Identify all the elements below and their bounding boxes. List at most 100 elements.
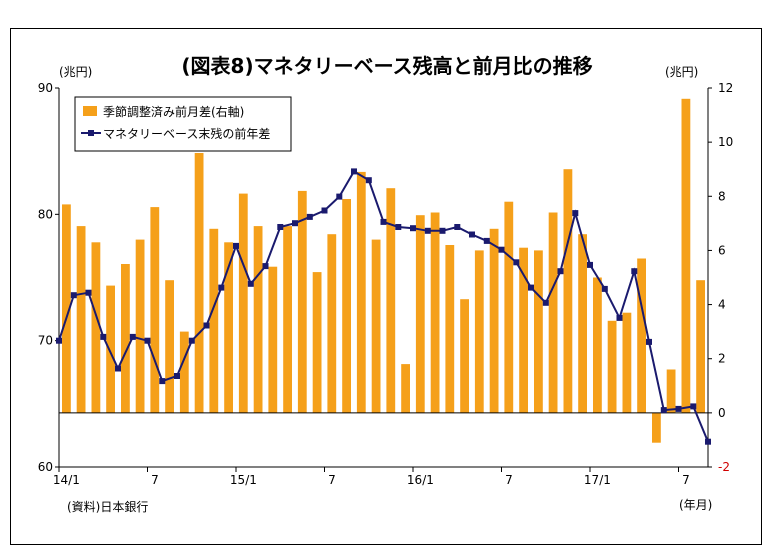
line-point-27 xyxy=(454,224,461,230)
line-point-20 xyxy=(351,168,357,175)
line-point-36 xyxy=(587,261,593,268)
bar-26 xyxy=(445,245,455,413)
right-tick-label-5: 8 xyxy=(718,189,726,203)
legend-bar-swatch xyxy=(83,106,97,116)
bar-41 xyxy=(666,369,676,413)
bar-29 xyxy=(489,228,499,413)
bar-2 xyxy=(91,242,101,413)
bar-14 xyxy=(268,266,278,413)
line-point-39 xyxy=(631,268,638,275)
legend-box xyxy=(74,96,292,152)
line-point-5 xyxy=(129,333,136,340)
right-tick-label-0: -2 xyxy=(718,460,730,474)
bar-6 xyxy=(150,207,160,413)
line-point-40 xyxy=(646,338,652,345)
x-tick-label-2: 15/1 xyxy=(230,473,257,487)
bar-32 xyxy=(534,250,543,413)
bar-37 xyxy=(607,320,617,413)
bar-16 xyxy=(297,190,307,413)
right-tick-label-2: 2 xyxy=(718,352,726,366)
line-point-10 xyxy=(203,322,210,329)
line-point-2 xyxy=(85,289,92,296)
bar-39 xyxy=(637,258,646,413)
right-tick-label-4: 6 xyxy=(718,243,726,257)
line-point-4 xyxy=(115,365,121,372)
bar-36 xyxy=(593,277,602,413)
bar-25 xyxy=(430,212,440,413)
bar-4 xyxy=(121,264,130,413)
line-point-6 xyxy=(144,337,151,344)
line-point-12 xyxy=(233,242,239,249)
bar-34 xyxy=(563,169,573,413)
bar-1 xyxy=(76,226,86,413)
line-point-25 xyxy=(424,227,431,234)
x-tick-label-5: 7 xyxy=(505,473,513,487)
line-point-22 xyxy=(380,218,387,225)
right-tick-label-3: 4 xyxy=(718,298,726,312)
bar-21 xyxy=(371,239,381,413)
line-point-18 xyxy=(321,207,328,214)
line-point-9 xyxy=(188,337,195,344)
bar-33 xyxy=(548,212,558,413)
bar-7 xyxy=(165,280,174,413)
bar-38 xyxy=(622,312,632,413)
bar-18 xyxy=(327,234,337,413)
bar-43 xyxy=(696,280,705,413)
bar-12 xyxy=(238,193,248,413)
bar-28 xyxy=(474,250,484,413)
line-point-26 xyxy=(439,227,446,234)
line-point-24 xyxy=(410,225,416,232)
x-axis-unit: (年月) xyxy=(679,498,712,512)
bar-31 xyxy=(519,247,528,413)
line-point-29 xyxy=(483,237,490,244)
bar-24 xyxy=(415,215,425,413)
chart-title: (図表8)マネタリーベース残高と前月比の推移 xyxy=(181,54,592,78)
bar-10 xyxy=(209,228,219,413)
line-point-32 xyxy=(528,284,534,291)
right-axis-unit: (兆円) xyxy=(665,65,698,79)
chart-frame: (図表8)マネタリーベース残高と前月比の推移 (兆円) (兆円) (年月) (資… xyxy=(10,28,762,545)
line-point-38 xyxy=(616,314,623,321)
source-note: (資料)日本銀行 xyxy=(67,500,148,514)
x-tick-label-6: 17/1 xyxy=(584,473,611,487)
left-tick-label-3: 90 xyxy=(38,81,53,95)
bar-42 xyxy=(681,98,691,413)
bar-27 xyxy=(460,299,469,413)
line-point-37 xyxy=(601,285,608,292)
bar-23 xyxy=(401,364,410,413)
line-point-42 xyxy=(675,405,682,412)
bar-15 xyxy=(283,226,292,413)
line-point-14 xyxy=(262,263,269,270)
line-point-0 xyxy=(56,337,62,344)
line-point-31 xyxy=(513,259,520,266)
line-point-17 xyxy=(306,213,313,220)
x-tick-label-4: 16/1 xyxy=(407,473,434,487)
bar-11 xyxy=(224,242,233,413)
left-tick-label-2: 80 xyxy=(38,207,53,221)
legend-line-marker xyxy=(88,130,94,136)
chart-svg: (図表8)マネタリーベース残高と前月比の推移 (兆円) (兆円) (年月) (資… xyxy=(38,54,734,514)
left-tick-label-0: 60 xyxy=(38,460,53,474)
bar-0 xyxy=(62,204,71,413)
bar-22 xyxy=(386,188,396,413)
plot-area: 60 70 80 90 -2 0 2 4 6 8 10 12 14/1 7 15/1 7 16/1 7 17/1 7 xyxy=(38,81,734,487)
line-point-1 xyxy=(70,292,77,299)
x-tick-label-1: 7 xyxy=(151,473,159,487)
line-point-15 xyxy=(277,224,284,230)
bar-8 xyxy=(179,331,189,413)
line-point-23 xyxy=(395,224,402,230)
line-point-41 xyxy=(660,407,667,414)
line-point-8 xyxy=(174,373,180,379)
right-tick-label-7: 12 xyxy=(718,81,733,95)
bar-13 xyxy=(253,226,263,413)
bar-20 xyxy=(356,171,366,413)
line-point-33 xyxy=(542,299,549,306)
bar-35 xyxy=(578,234,587,413)
legend-bar-label: 季節調整済み前月差(右軸) xyxy=(103,104,244,119)
line-point-13 xyxy=(247,280,254,287)
x-tick-label-0: 14/1 xyxy=(53,473,80,487)
bar-9 xyxy=(194,153,204,413)
left-tick-label-1: 70 xyxy=(38,334,53,348)
line-point-16 xyxy=(292,220,298,227)
line-point-21 xyxy=(365,177,372,184)
